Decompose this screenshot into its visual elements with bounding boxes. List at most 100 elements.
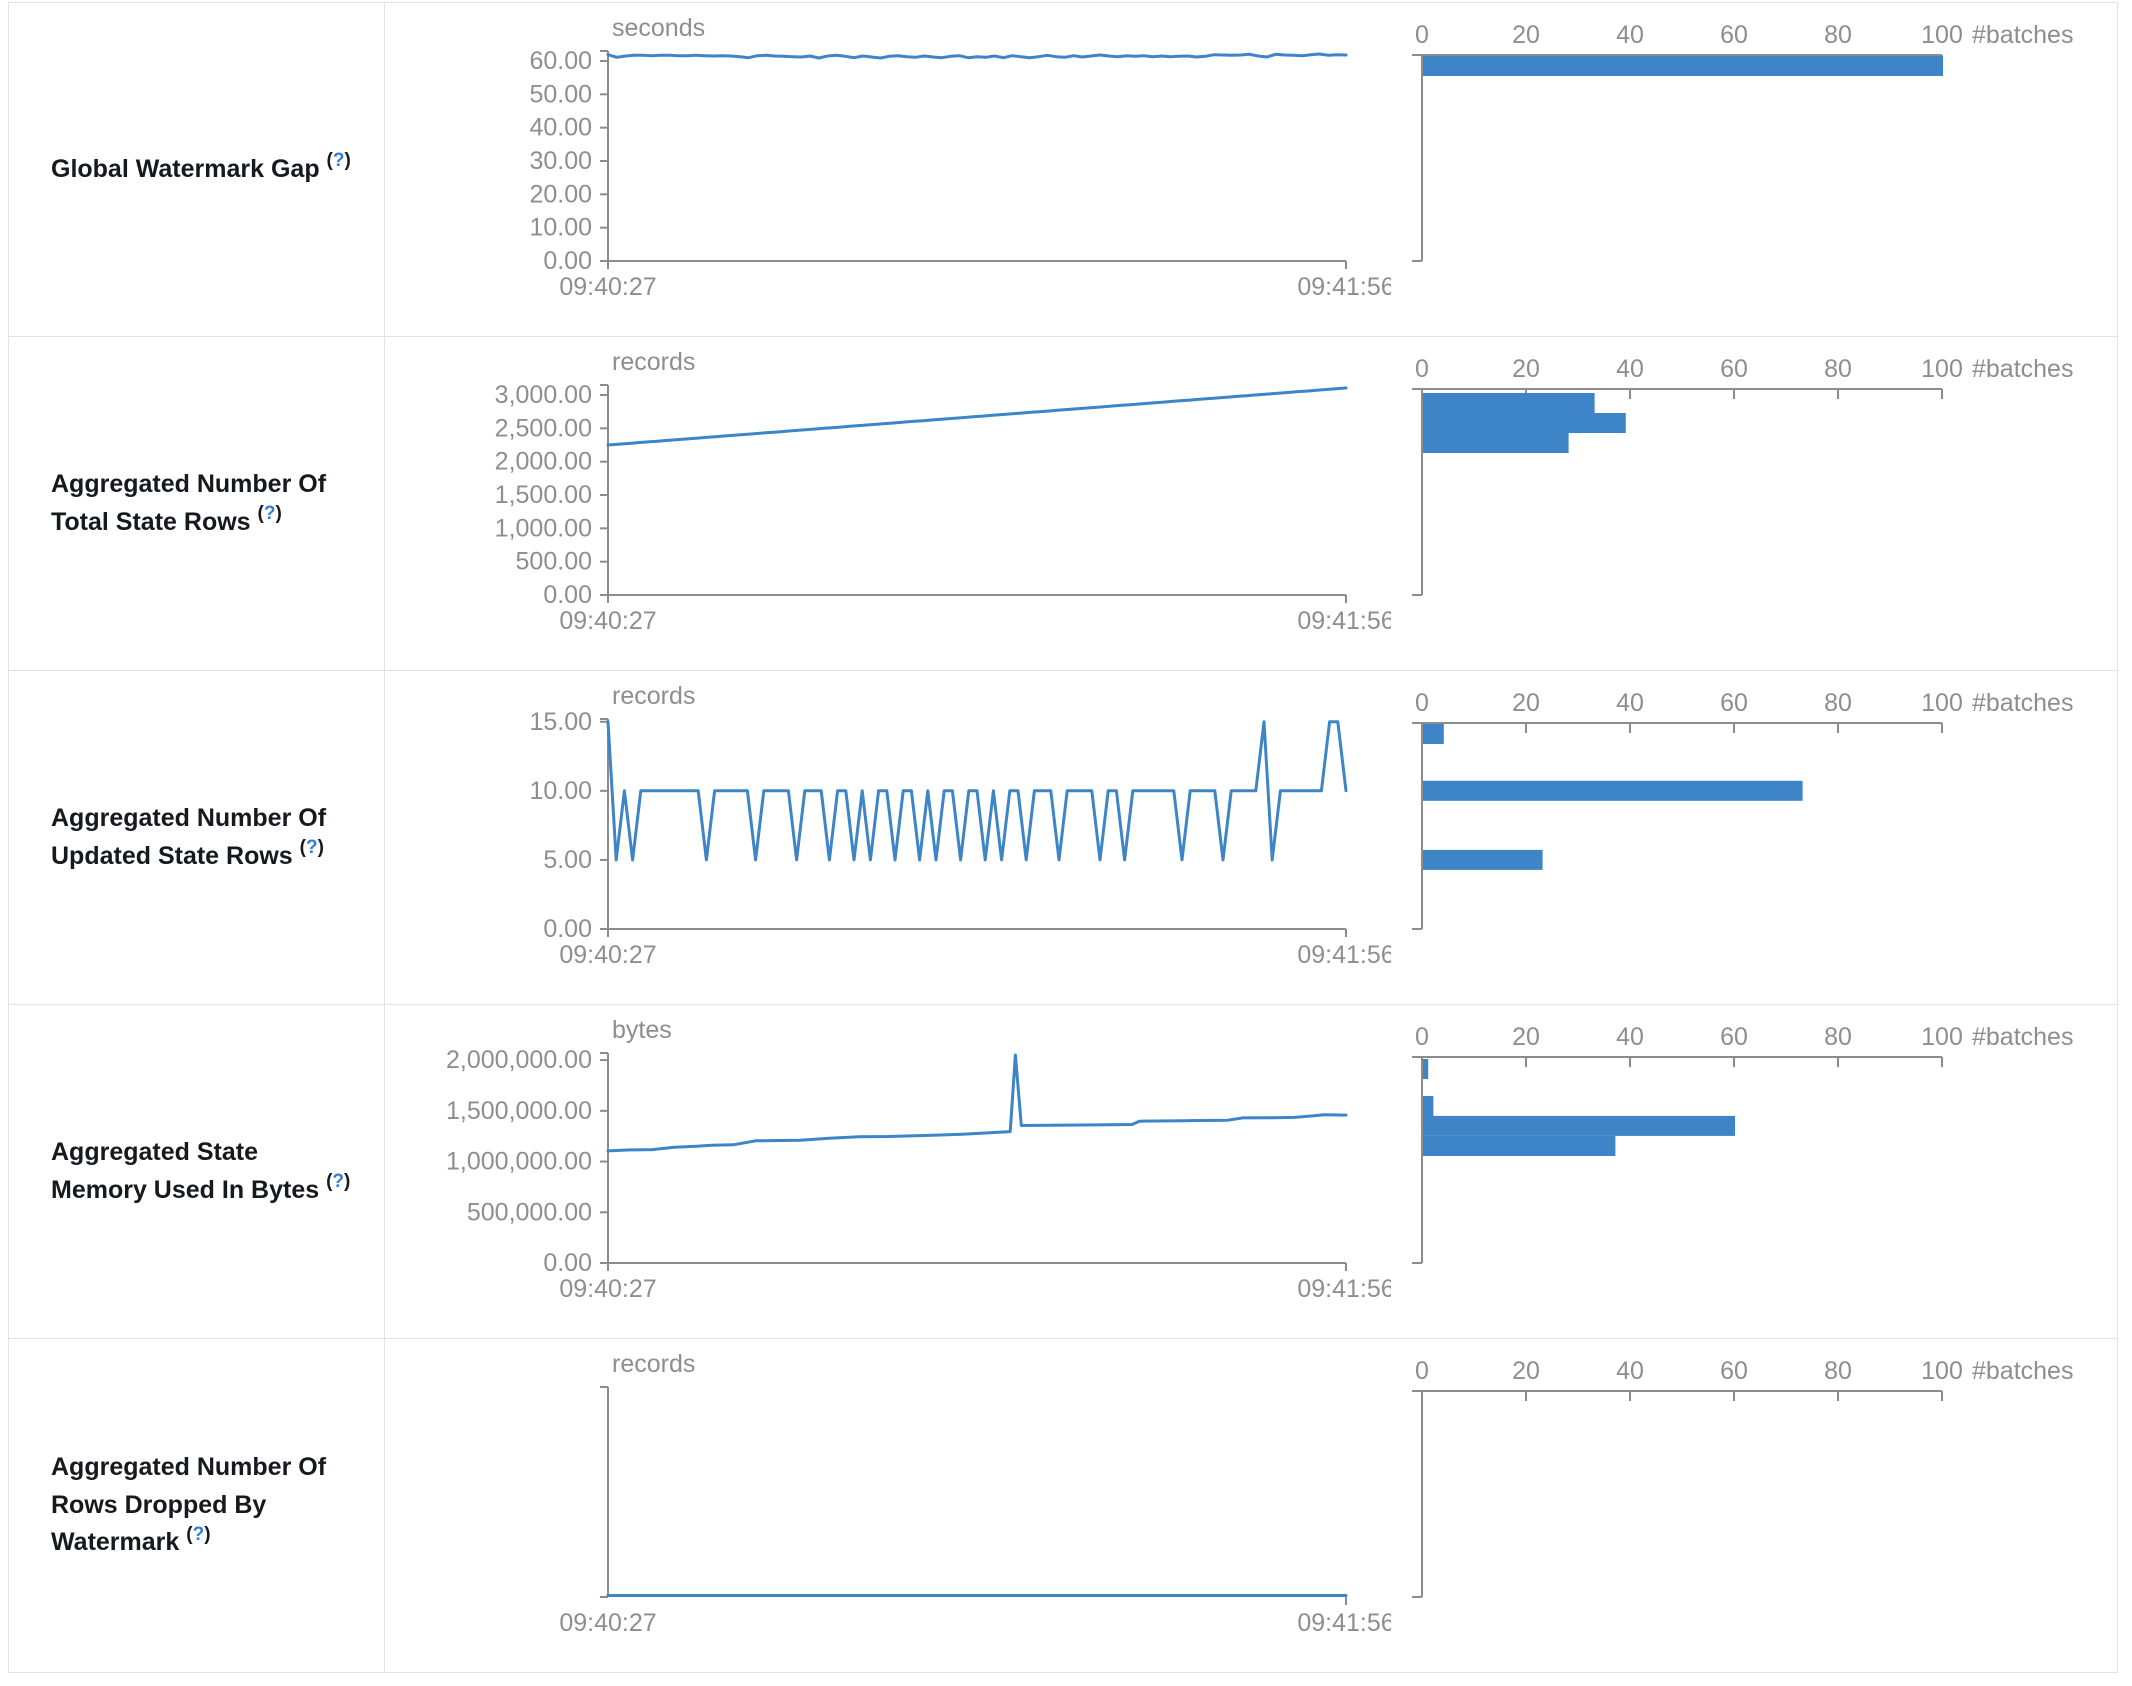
svg-text:10.00: 10.00: [529, 777, 592, 805]
svg-text:09:41:56: 09:41:56: [1297, 941, 1391, 969]
timeline-cell: seconds 0.00 10.00 20.00 30.00 40.00 50.00 60.0…: [385, 3, 1392, 336]
timeline-chart: bytes 0.00 500,000.00 1,000,000.00 1,500,000…: [446, 1016, 1391, 1303]
help-link[interactable]: ?: [192, 1523, 205, 1545]
svg-text:1,500.00: 1,500.00: [495, 481, 592, 509]
svg-text:40: 40: [1616, 1023, 1644, 1051]
svg-text:40: 40: [1616, 1357, 1644, 1385]
svg-text:0: 0: [1415, 1023, 1429, 1051]
svg-text:20: 20: [1512, 21, 1540, 49]
svg-text:20: 20: [1512, 355, 1540, 383]
svg-text:100: 100: [1921, 1023, 1963, 1051]
svg-text:bytes: bytes: [612, 1016, 672, 1044]
metric-name: Aggregated Number Of Rows Dropped By Wat…: [51, 1453, 327, 1557]
metric-label: Aggregated State Memory Used In Bytes (?…: [51, 1134, 358, 1209]
svg-text:0: 0: [1415, 1357, 1429, 1385]
svg-text:09:41:56: 09:41:56: [1297, 1609, 1391, 1637]
svg-text:0.00: 0.00: [543, 915, 592, 943]
histogram-cell: 0 20 40 60 80 100 #batches: [1392, 337, 2117, 670]
metric-row-rows-dropped-by-watermark: Aggregated Number Of Rows Dropped By Wat…: [9, 1339, 2117, 1672]
svg-text:60: 60: [1720, 1023, 1748, 1051]
histogram-chart: 0 20 40 60 80 100 #batches: [1412, 1357, 2073, 1598]
metric-label-cell: Aggregated State Memory Used In Bytes (?…: [9, 1005, 385, 1338]
svg-text:seconds: seconds: [612, 14, 705, 42]
svg-text:15.00: 15.00: [529, 708, 592, 736]
svg-text:100: 100: [1921, 355, 1963, 383]
svg-text:#batches: #batches: [1972, 689, 2073, 717]
help-link[interactable]: ?: [305, 837, 318, 859]
metric-label: Global Watermark Gap (?): [51, 151, 351, 189]
svg-text:5.00: 5.00: [543, 846, 592, 874]
svg-text:80: 80: [1824, 1023, 1852, 1051]
timeline-chart: records 0.00 500.00 1,000.00 1,500.00 2,000.0…: [495, 348, 1391, 635]
svg-text:100: 100: [1921, 689, 1963, 717]
svg-text:0: 0: [1415, 355, 1429, 383]
svg-text:60: 60: [1720, 21, 1748, 49]
svg-text:0.00: 0.00: [543, 1249, 592, 1277]
svg-text:2,000.00: 2,000.00: [495, 448, 592, 476]
svg-text:09:41:56: 09:41:56: [1297, 1275, 1391, 1303]
metric-label-cell: Aggregated Number Of Updated State Rows …: [9, 671, 385, 1004]
histogram-chart: 0 20 40 60 80 100 #batches: [1412, 689, 2073, 930]
metric-row-global-watermark-gap: Global Watermark Gap (?) seconds 0.00 10.0…: [9, 3, 2117, 337]
help-marker: (?): [257, 503, 282, 525]
histogram-chart: 0 20 40 60 80 100 #batches: [1412, 1023, 2073, 1264]
svg-text:100: 100: [1921, 21, 1963, 49]
svg-text:1,000,000.00: 1,000,000.00: [446, 1148, 592, 1176]
svg-text:09:40:27: 09:40:27: [559, 1275, 656, 1303]
help-marker: (?): [326, 1171, 351, 1193]
metric-row-total-state-rows: Aggregated Number Of Total State Rows (?…: [9, 337, 2117, 671]
help-marker: (?): [326, 150, 351, 172]
svg-text:0: 0: [1415, 689, 1429, 717]
histogram-cell: 0 20 40 60 80 100 #batches: [1392, 3, 2117, 336]
histogram-cell: 0 20 40 60 80 100 #batches: [1392, 671, 2117, 1004]
svg-text:20: 20: [1512, 1357, 1540, 1385]
help-link[interactable]: ?: [332, 150, 345, 172]
help-link[interactable]: ?: [332, 1171, 345, 1193]
svg-text:records: records: [612, 348, 695, 376]
help-marker: (?): [186, 1523, 211, 1545]
svg-text:500.00: 500.00: [516, 548, 592, 576]
timeline-cell: bytes 0.00 500,000.00 1,000,000.00 1,500,000…: [385, 1005, 1392, 1338]
svg-text:80: 80: [1824, 355, 1852, 383]
svg-text:60.00: 60.00: [529, 47, 592, 75]
svg-text:09:40:27: 09:40:27: [559, 1609, 656, 1637]
svg-text:10.00: 10.00: [529, 214, 592, 242]
metric-label-cell: Aggregated Number Of Total State Rows (?…: [9, 337, 385, 670]
svg-text:1,000.00: 1,000.00: [495, 514, 592, 542]
svg-text:40: 40: [1616, 21, 1644, 49]
svg-text:#batches: #batches: [1972, 1357, 2073, 1385]
svg-text:20: 20: [1512, 1023, 1540, 1051]
metric-label: Aggregated Number Of Total State Rows (?…: [51, 466, 358, 541]
metric-label-cell: Aggregated Number Of Rows Dropped By Wat…: [9, 1339, 385, 1672]
svg-text:40: 40: [1616, 355, 1644, 383]
timeline-chart: seconds 0.00 10.00 20.00 30.00 40.00 50.00 60.0…: [529, 14, 1391, 301]
svg-text:#batches: #batches: [1972, 355, 2073, 383]
svg-text:2,500.00: 2,500.00: [495, 414, 592, 442]
metric-name: Aggregated State Memory Used In Bytes: [51, 1138, 320, 1204]
svg-text:09:41:56: 09:41:56: [1297, 607, 1391, 635]
svg-text:1,500,000.00: 1,500,000.00: [446, 1097, 592, 1125]
svg-text:30.00: 30.00: [529, 147, 592, 175]
svg-text:500,000.00: 500,000.00: [467, 1198, 592, 1226]
svg-text:09:40:27: 09:40:27: [559, 941, 656, 969]
svg-text:40: 40: [1616, 689, 1644, 717]
histogram-chart: 0 20 40 60 80 100 #batches: [1412, 21, 2073, 262]
metric-name: Global Watermark Gap: [51, 154, 320, 183]
svg-text:20.00: 20.00: [529, 180, 592, 208]
timeline-cell: records 0.00 5.00 10.00 15.00 09:40:27 09:41:5…: [385, 671, 1392, 1004]
metric-row-updated-state-rows: Aggregated Number Of Updated State Rows …: [9, 671, 2117, 1005]
histogram-cell: 0 20 40 60 80 100 #batches: [1392, 1339, 2117, 1672]
svg-text:0.00: 0.00: [543, 581, 592, 609]
svg-text:60: 60: [1720, 355, 1748, 383]
svg-text:50.00: 50.00: [529, 80, 592, 108]
timeline-chart: records 09:40:27 09:41:56: [559, 1350, 1391, 1637]
histogram-cell: 0 20 40 60 80 100 #batches: [1392, 1005, 2117, 1338]
svg-text:0.00: 0.00: [543, 247, 592, 275]
svg-text:80: 80: [1824, 1357, 1852, 1385]
svg-text:40.00: 40.00: [529, 114, 592, 142]
svg-text:0: 0: [1415, 21, 1429, 49]
histogram-chart: 0 20 40 60 80 100 #batches: [1412, 355, 2073, 596]
metric-label: Aggregated Number Of Updated State Rows …: [51, 800, 358, 875]
svg-text:#batches: #batches: [1972, 1023, 2073, 1051]
help-link[interactable]: ?: [263, 503, 276, 525]
